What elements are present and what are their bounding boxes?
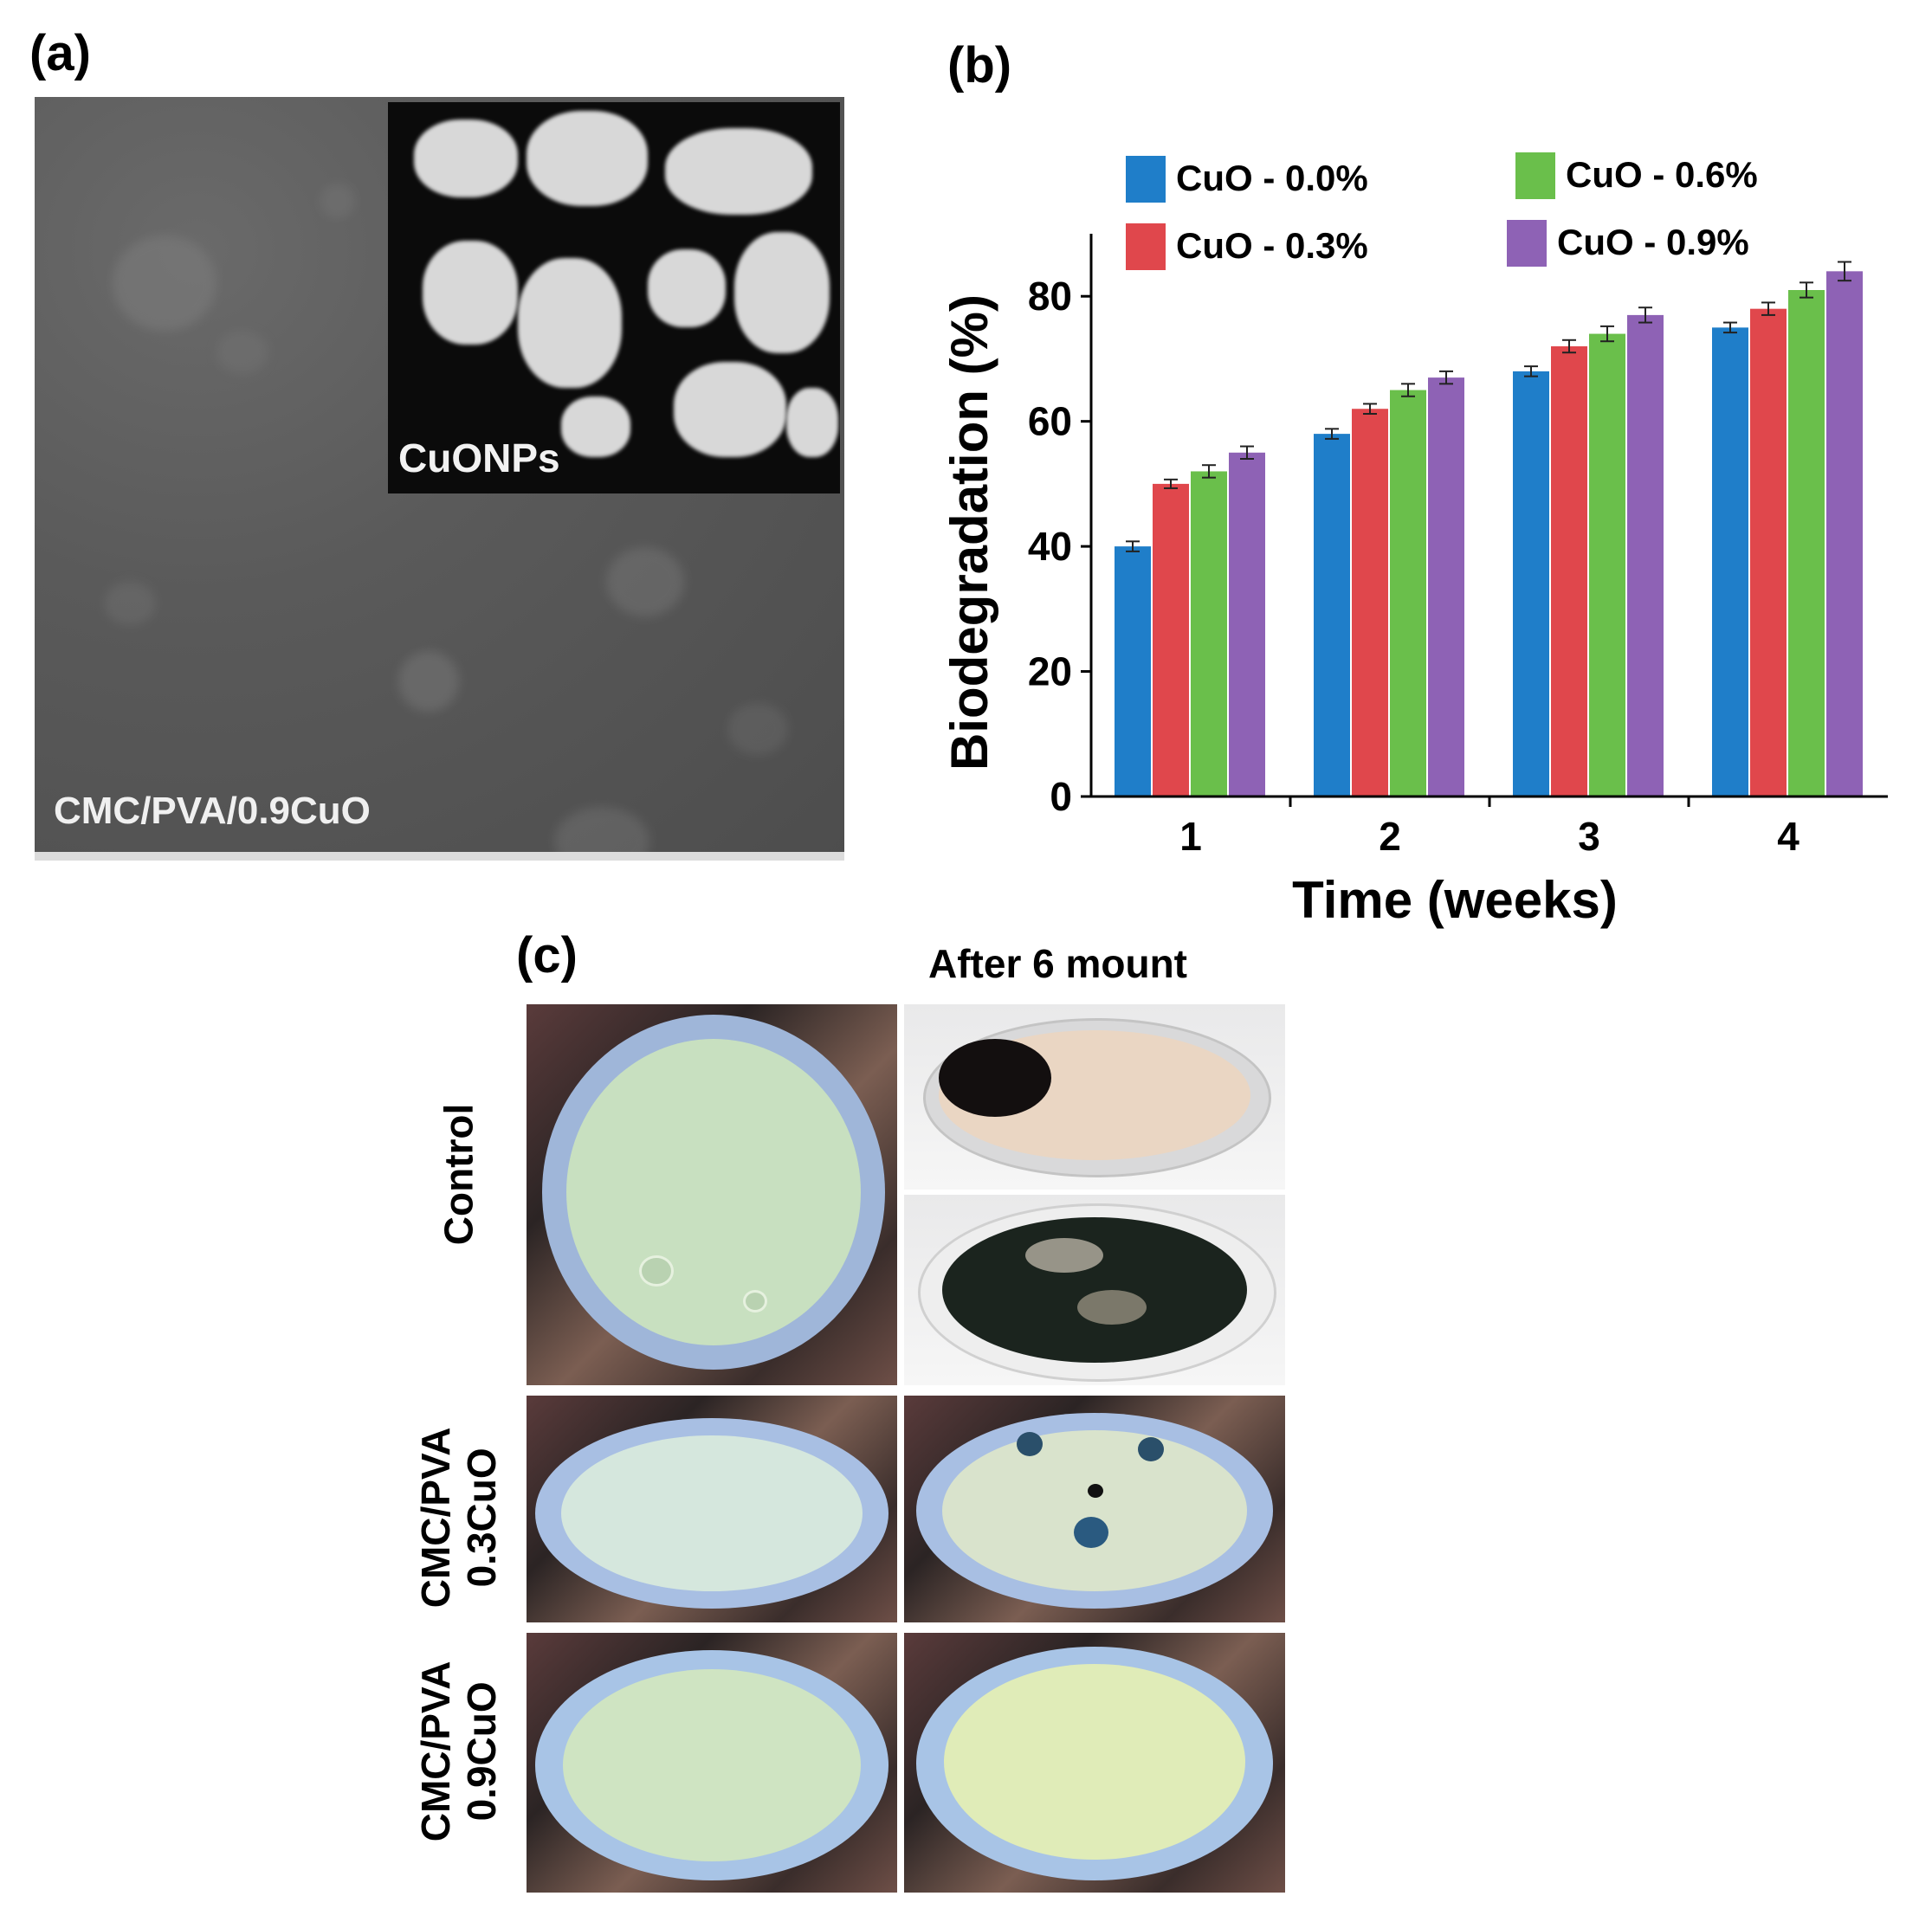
bar: [1712, 327, 1748, 796]
row-label-control-text: Control: [436, 1103, 481, 1246]
row-label-line1: CMC/PVA: [413, 1427, 459, 1609]
row-label-cmc-pva-0-9cuo: CMC/PVA 0.9CuO: [413, 1648, 505, 1855]
y-axis: 0 20 40 60 80: [1028, 234, 1093, 819]
scale-bar: [35, 852, 844, 861]
bar: [1551, 346, 1587, 796]
cuo09-initial-photo: [527, 1633, 897, 1893]
bar: [1229, 452, 1265, 796]
cuo03-after-photo: [904, 1396, 1285, 1622]
bar: [1750, 308, 1787, 796]
y-tick-label: 40: [1028, 524, 1072, 569]
x-tick-label: 1: [1179, 814, 1202, 859]
bar: [1788, 290, 1825, 796]
control-after-photo-top: [904, 1004, 1285, 1190]
control-initial-photo: [527, 1004, 897, 1385]
panel-c-letter: (c): [516, 927, 578, 984]
control-after-photo-bottom: [904, 1195, 1285, 1385]
row-label-line2: 0.9CuO: [459, 1681, 504, 1822]
bar: [1589, 333, 1625, 796]
x-axis: 1 2 3 4: [1091, 795, 1888, 859]
legend-label: CuO - 0.3%: [1176, 225, 1368, 266]
x-tick-label: 4: [1777, 814, 1800, 859]
sem-micrograph-cmc-pva: CuONPs CMC/PVA/0.9CuO: [35, 97, 844, 861]
bar: [1428, 377, 1464, 796]
bar: [1627, 314, 1664, 796]
cuo-nanoparticle-sem-inset: CuONPs: [388, 102, 840, 493]
panel-b-letter: (b): [947, 37, 1012, 94]
sample-label: CMC/PVA/0.9CuO: [54, 790, 371, 832]
legend-swatch: [1507, 220, 1547, 267]
bar: [1352, 409, 1388, 796]
legend-label: CuO - 0.6%: [1566, 154, 1758, 195]
biodegradation-bar-chart: CuO - 0.0% CuO - 0.3% CuO - 0.6% CuO - 0.9%…: [940, 152, 1888, 929]
bar: [1826, 271, 1863, 796]
legend-swatch: [1515, 152, 1555, 199]
after-6-month-heading: After 6 mount: [928, 941, 1187, 986]
cuo03-initial-photo: [527, 1396, 897, 1622]
inset-label: CuONPs: [398, 435, 560, 480]
cuo09-after-photo: [904, 1633, 1285, 1893]
row-label-cmc-pva-0-3cuo: CMC/PVA 0.3CuO: [413, 1414, 505, 1622]
bar: [1390, 390, 1426, 796]
legend-label: CuO - 0.0%: [1176, 158, 1368, 198]
row-label-control: Control: [436, 1096, 482, 1252]
y-axis-title: Biodegradation (%): [940, 294, 998, 771]
row-label-line1: CMC/PVA: [413, 1661, 459, 1842]
bar: [1115, 546, 1151, 796]
chart-legend: CuO - 0.0% CuO - 0.3% CuO - 0.6% CuO - 0.9%: [1126, 152, 1758, 270]
legend-swatch: [1126, 223, 1166, 270]
x-tick-label: 3: [1578, 814, 1600, 859]
y-tick-label: 80: [1028, 274, 1072, 319]
chart-bars: [1115, 261, 1863, 796]
y-tick-label: 0: [1050, 774, 1072, 819]
x-tick-label: 2: [1379, 814, 1401, 859]
legend-swatch: [1126, 156, 1166, 203]
y-tick-label: 20: [1028, 649, 1072, 694]
x-axis-title: Time (weeks): [1292, 871, 1618, 929]
bar: [1513, 371, 1549, 796]
bar: [1314, 434, 1350, 796]
bar: [1153, 483, 1189, 796]
panel-a-letter: (a): [29, 25, 91, 81]
row-label-line2: 0.3CuO: [459, 1448, 504, 1588]
legend-label: CuO - 0.9%: [1557, 222, 1749, 262]
bar: [1191, 471, 1227, 796]
y-tick-label: 60: [1028, 399, 1072, 444]
